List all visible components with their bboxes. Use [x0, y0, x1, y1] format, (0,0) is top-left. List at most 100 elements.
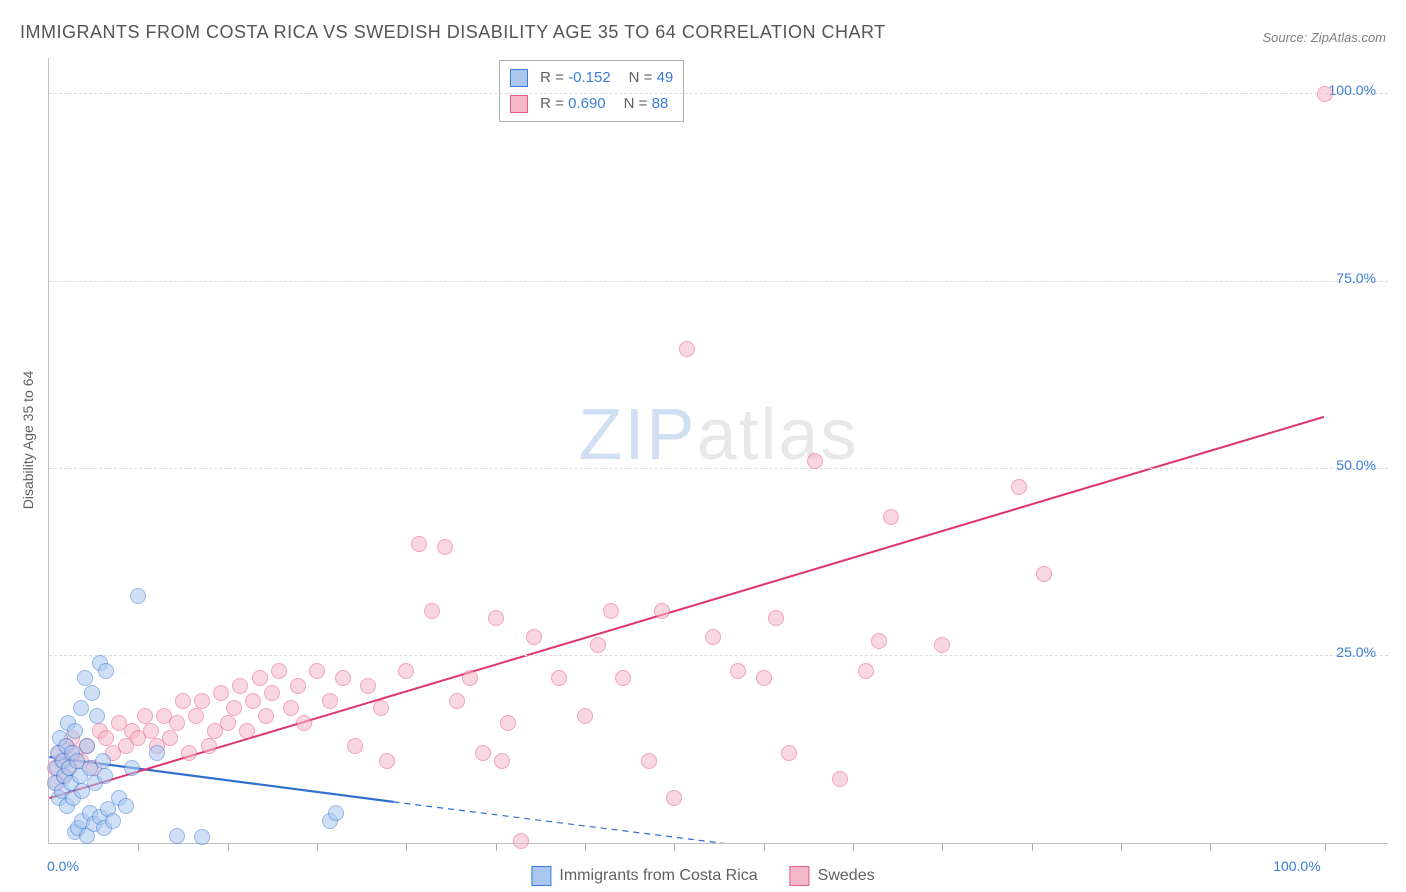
stats-n-1: 49	[657, 69, 674, 86]
data-point	[149, 738, 165, 754]
data-point	[49, 775, 65, 791]
data-point	[61, 760, 77, 776]
y-axis-title: Disability Age 35 to 64	[20, 371, 36, 510]
data-point	[82, 760, 98, 776]
chart-title: IMMIGRANTS FROM COSTA RICA VS SWEDISH DI…	[20, 22, 886, 43]
data-point	[666, 790, 682, 806]
data-point	[49, 760, 65, 776]
data-point	[169, 715, 185, 731]
x-tick	[1210, 843, 1211, 851]
correlation-stats-box: R = -0.152N = 49 R = 0.690N = 88	[499, 60, 684, 122]
gridline	[49, 468, 1388, 469]
data-point	[169, 828, 185, 844]
data-point	[424, 603, 440, 619]
data-point	[264, 685, 280, 701]
data-point	[883, 509, 899, 525]
data-point	[105, 813, 121, 829]
data-point	[577, 708, 593, 724]
data-point	[51, 790, 67, 806]
data-point	[111, 715, 127, 731]
data-point	[124, 760, 140, 776]
data-point	[526, 629, 542, 645]
data-point	[1036, 566, 1052, 582]
x-tick	[228, 843, 229, 851]
x-tick	[764, 843, 765, 851]
stats-r-2: 0.690	[568, 95, 606, 112]
plot-area: ZIPatlas R = -0.152N = 49 R = 0.690N = 8…	[48, 58, 1388, 844]
data-point	[60, 715, 76, 731]
legend-label-1: Immigrants from Costa Rica	[559, 867, 757, 884]
data-point	[513, 833, 529, 849]
stats-swatch-1	[510, 69, 528, 87]
data-point	[86, 760, 102, 776]
x-axis-label: 100.0%	[1273, 858, 1320, 874]
data-point	[64, 745, 80, 761]
data-point	[322, 813, 338, 829]
data-point	[679, 341, 695, 357]
data-point	[309, 663, 325, 679]
watermark: ZIPatlas	[578, 394, 858, 476]
data-point	[111, 790, 127, 806]
data-point	[58, 738, 74, 754]
legend-item-1: Immigrants from Costa Rica	[531, 866, 757, 886]
data-point	[100, 801, 116, 817]
data-point	[232, 678, 248, 694]
data-point	[781, 745, 797, 761]
data-point	[437, 539, 453, 555]
data-point	[615, 670, 631, 686]
data-point	[69, 753, 85, 769]
data-point	[335, 670, 351, 686]
data-point	[67, 824, 83, 840]
data-point	[411, 536, 427, 552]
data-point	[70, 820, 86, 836]
data-point	[64, 730, 80, 746]
data-point	[92, 723, 108, 739]
data-point	[290, 678, 306, 694]
data-point	[67, 723, 83, 739]
x-tick	[853, 843, 854, 851]
data-point	[494, 753, 510, 769]
x-tick	[138, 843, 139, 851]
data-point	[130, 588, 146, 604]
data-point	[213, 685, 229, 701]
data-point	[641, 753, 657, 769]
data-point	[590, 637, 606, 653]
x-tick	[1032, 843, 1033, 851]
data-point	[328, 805, 344, 821]
data-point	[239, 723, 255, 739]
data-point	[59, 798, 75, 814]
data-point	[50, 745, 66, 761]
data-point	[322, 693, 338, 709]
data-point	[98, 663, 114, 679]
data-point	[74, 813, 90, 829]
data-point	[488, 610, 504, 626]
data-point	[149, 745, 165, 761]
stats-n-2: 88	[652, 95, 669, 112]
watermark-zip: ZIP	[578, 395, 696, 475]
data-point	[188, 708, 204, 724]
data-point	[67, 745, 83, 761]
x-tick	[1325, 843, 1326, 851]
data-point	[118, 798, 134, 814]
data-point	[72, 768, 88, 784]
x-tick	[317, 843, 318, 851]
data-point	[1011, 479, 1027, 495]
data-point	[551, 670, 567, 686]
legend-item-2: Swedes	[790, 866, 875, 886]
data-point	[63, 775, 79, 791]
data-point	[65, 790, 81, 806]
data-point	[475, 745, 491, 761]
data-point	[97, 768, 113, 784]
data-point	[56, 768, 72, 784]
data-point	[871, 633, 887, 649]
data-point	[51, 745, 67, 761]
data-point	[252, 670, 268, 686]
data-point	[258, 708, 274, 724]
data-point	[92, 655, 108, 671]
data-point	[162, 730, 178, 746]
data-point	[245, 693, 261, 709]
y-grid-label: 25.0%	[1336, 644, 1376, 660]
data-point	[730, 663, 746, 679]
data-point	[73, 700, 89, 716]
legend-swatch-1	[531, 866, 551, 886]
